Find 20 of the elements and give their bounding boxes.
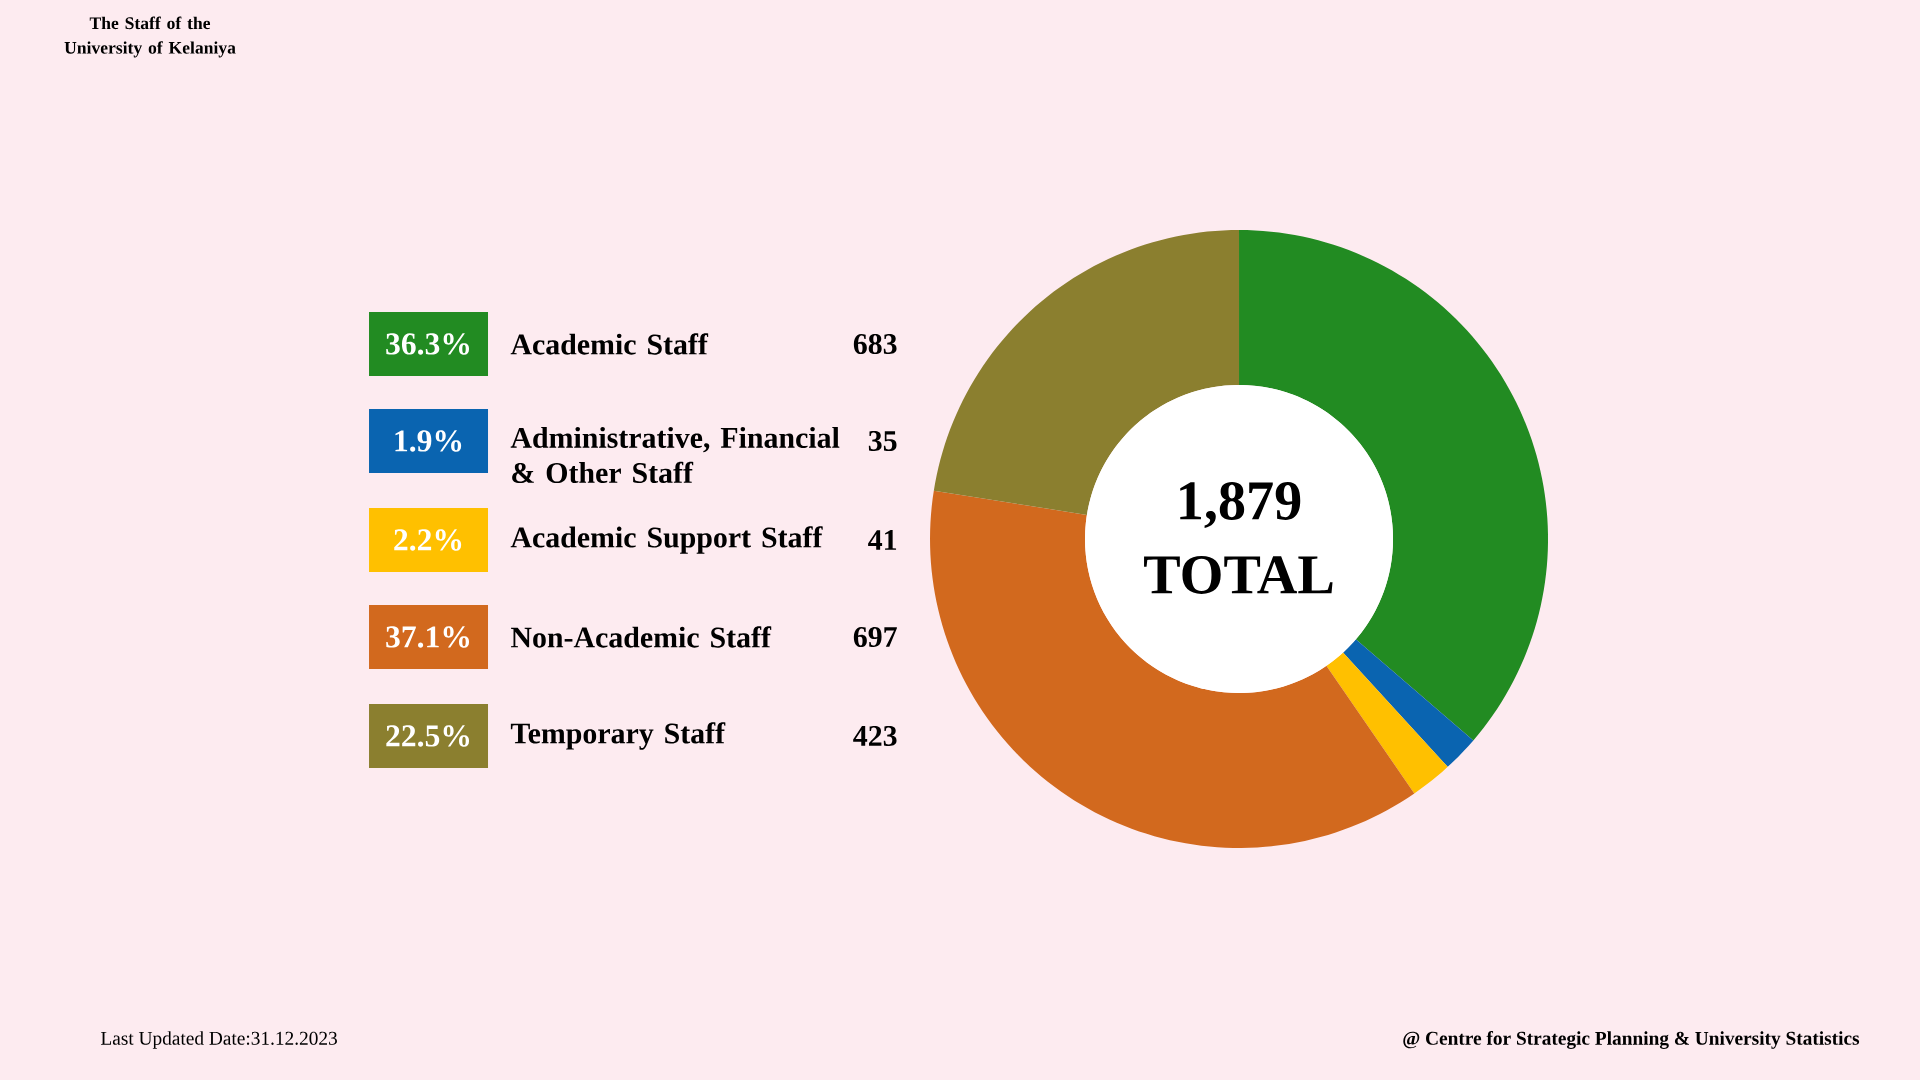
data-label: 2.2% xyxy=(394,529,462,551)
data-label: 22.5% xyxy=(386,725,470,747)
legend-label: Non-Academic Staff xyxy=(510,626,772,648)
legend-label: Temporary Staff xyxy=(510,722,726,750)
data-label: 1.9% xyxy=(395,430,462,452)
legend-label: Administrative, Financial & Other Staff xyxy=(510,426,840,484)
text: 683 xyxy=(853,333,897,355)
text: TOTAL xyxy=(1144,556,1333,594)
legend-label: Academic Staff xyxy=(510,333,709,355)
data-label: 36.3% xyxy=(386,333,470,355)
text: Last Updated Date:31.12.2023 xyxy=(100,1031,337,1049)
data-label: 37.1% xyxy=(386,626,470,648)
legend-label: Academic Support Staff xyxy=(510,526,823,554)
text: 697 xyxy=(853,626,897,647)
text: 423 xyxy=(853,725,897,746)
text: 41 xyxy=(868,530,897,550)
text: @ Centre for Strategic Planning & University Statistics xyxy=(1403,1031,1860,1049)
text: 1,879 xyxy=(1180,481,1301,529)
text: The Staff of the University of Kelaniya xyxy=(64,16,236,58)
text: 35 xyxy=(868,430,897,451)
